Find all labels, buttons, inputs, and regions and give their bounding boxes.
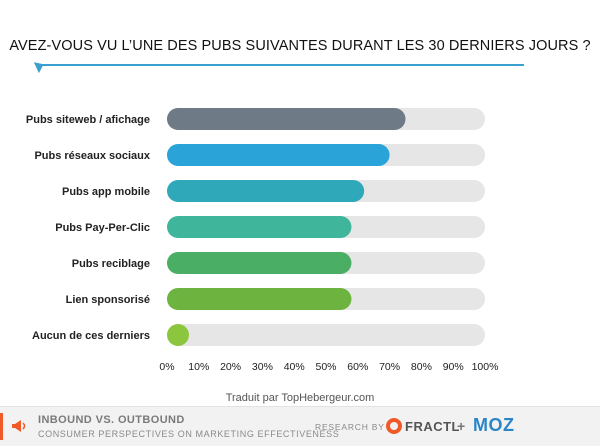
x-tick-label: 30% [252, 361, 273, 373]
x-tick-label: 20% [220, 361, 241, 373]
megaphone-icon [12, 420, 26, 432]
x-tick-label: 70% [379, 361, 400, 373]
category-label: Pubs reciblage [72, 258, 150, 270]
x-tick-label: 100% [472, 361, 499, 373]
category-label: Pubs app mobile [62, 186, 150, 198]
x-tick-label: 50% [315, 361, 336, 373]
bar [167, 144, 390, 166]
bar-track [167, 324, 485, 346]
x-tick-label: 10% [188, 361, 209, 373]
title-rule-notch [33, 58, 47, 74]
research-by-label: RESEARCH BY > [315, 422, 394, 432]
plus-sign: + [457, 418, 466, 434]
footer-subtitle: CONSUMER PERSPECTIVES ON MARKETING EFFEC… [38, 429, 340, 439]
title-rule [40, 64, 524, 66]
x-tick-label: 80% [411, 361, 432, 373]
footer-accent-bar [0, 413, 3, 440]
category-label: Pubs siteweb / afichage [26, 114, 150, 126]
footer-title: INBOUND VS. OUTBOUND [38, 414, 185, 426]
x-tick-label: 60% [347, 361, 368, 373]
x-tick-label: 40% [284, 361, 305, 373]
bar [167, 288, 352, 310]
chart-title: AVEZ-VOUS VU L’UNE DES PUBS SUIVANTES DU… [9, 38, 591, 54]
bar [167, 252, 352, 274]
translation-credit: Traduit par TopHebergeur.com [225, 392, 375, 404]
category-label: Pubs Pay-Per-Clic [55, 222, 150, 234]
category-label: Lien sponsorisé [66, 294, 150, 306]
category-label: Aucun de ces derniers [32, 330, 150, 342]
bar [167, 108, 406, 130]
category-label: Pubs réseaux sociaux [34, 150, 150, 162]
bar-chart: Pubs siteweb / afichage Pubs réseaux soci… [26, 108, 499, 373]
x-tick-label: 90% [443, 361, 464, 373]
footer-banner: INBOUND VS. OUTBOUND CONSUMER PERSPECTIV… [0, 406, 600, 446]
fractl-logo-icon [386, 418, 402, 434]
bar [167, 180, 365, 202]
bar [167, 216, 352, 238]
bar [167, 324, 189, 346]
x-tick-label: 0% [159, 361, 174, 373]
fractl-logo-text: FRACTL [405, 419, 460, 434]
moz-logo-text: MOZ [473, 415, 515, 435]
